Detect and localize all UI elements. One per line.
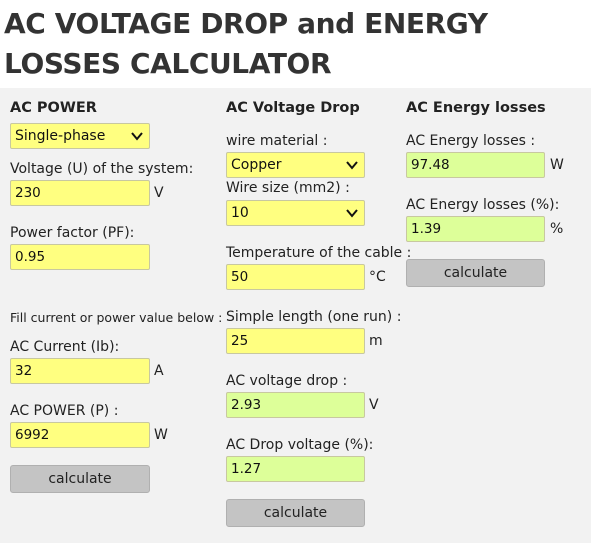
energy-losses-label: AC Energy losses : (406, 133, 536, 149)
fill-note: Fill current or power value below : (10, 310, 223, 325)
voltage-input[interactable] (10, 180, 150, 206)
power-label: AC POWER (P) : (10, 403, 119, 419)
voltage-label: Voltage (U) of the system: (10, 161, 194, 177)
current-unit: A (154, 363, 164, 379)
calculate-losses-button[interactable]: calculate (406, 259, 545, 287)
calculator-panel: AC POWER Single-phase Voltage (U) of the… (0, 88, 591, 543)
page-title: AC VOLTAGE DROP and ENERGY LOSSES CALCUL… (4, 7, 488, 80)
chevron-down-icon (346, 161, 358, 170)
energy-losses-unit: W (550, 157, 564, 173)
voltage-drop-label: AC voltage drop : (226, 373, 348, 389)
chevron-down-icon (346, 209, 358, 218)
energy-losses-output[interactable] (406, 152, 545, 178)
material-select-value: Copper (231, 157, 282, 173)
pf-input[interactable] (10, 244, 150, 270)
length-input[interactable] (226, 328, 365, 354)
wire-size-label: Wire size (mm2) : (226, 180, 350, 196)
length-unit: m (369, 333, 383, 349)
energy-losses-percent-output[interactable] (406, 216, 545, 242)
power-input[interactable] (10, 422, 150, 448)
pf-label: Power factor (PF): (10, 225, 135, 241)
ac-power-header: AC POWER (10, 100, 97, 116)
material-label: wire material : (226, 133, 328, 149)
calculate-power-button[interactable]: calculate (10, 465, 150, 493)
current-label: AC Current (Ib): (10, 339, 120, 355)
power-unit: W (154, 427, 168, 443)
voltage-drop-unit: V (369, 397, 379, 413)
voltage-drop-header: AC Voltage Drop (226, 100, 360, 116)
phase-select[interactable]: Single-phase (10, 123, 150, 149)
phase-select-value: Single-phase (15, 128, 106, 144)
drop-percent-label: AC Drop voltage (%): (226, 437, 374, 453)
temperature-input[interactable] (226, 264, 365, 290)
voltage-unit: V (154, 185, 164, 201)
length-label: Simple length (one run) : (226, 309, 402, 325)
material-select[interactable]: Copper (226, 152, 365, 178)
energy-losses-percent-label: AC Energy losses (%): (406, 197, 560, 213)
drop-percent-output[interactable] (226, 456, 365, 482)
calculate-drop-button[interactable]: calculate (226, 499, 365, 527)
energy-losses-header: AC Energy losses (406, 100, 546, 116)
temperature-unit: °C (369, 269, 386, 285)
energy-losses-percent-unit: % (550, 221, 564, 237)
chevron-down-icon (131, 132, 143, 141)
wire-size-select-value: 10 (231, 205, 249, 221)
temperature-label: Temperature of the cable : (226, 245, 412, 261)
wire-size-select[interactable]: 10 (226, 200, 365, 226)
current-input[interactable] (10, 358, 150, 384)
voltage-drop-output[interactable] (226, 392, 365, 418)
